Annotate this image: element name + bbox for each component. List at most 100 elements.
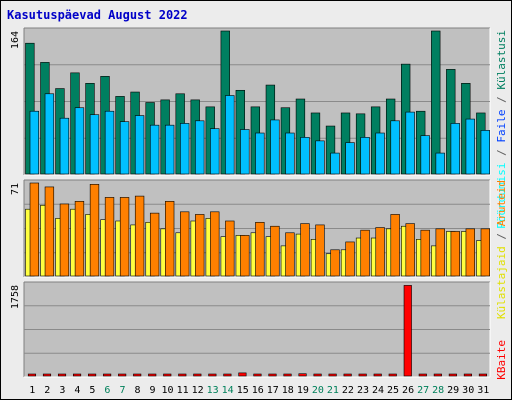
bar-kbaite-day-29 bbox=[448, 373, 457, 377]
bar-kbaite-day-30 bbox=[463, 373, 472, 377]
bar-kbaite-day-4 bbox=[73, 373, 82, 377]
day-label-12: 12 bbox=[192, 385, 204, 396]
bar-kbaite-day-14 bbox=[223, 373, 232, 377]
bar-aruanded-day-1 bbox=[29, 182, 40, 277]
day-label-23: 23 bbox=[357, 385, 369, 396]
ytick-label-mid: 71 bbox=[10, 183, 21, 195]
bar-kbaite-day-24 bbox=[373, 373, 382, 377]
day-label-13: 13 bbox=[207, 385, 219, 396]
bar-aruanded-day-10 bbox=[165, 201, 175, 277]
bar-kbaite-day-31 bbox=[478, 373, 487, 377]
bar-kbaite-day-9 bbox=[148, 373, 157, 377]
bar-aruanded-day-13 bbox=[210, 211, 220, 277]
legend-separator: / bbox=[495, 143, 508, 163]
bar-kbaite-day-26 bbox=[403, 285, 412, 377]
legend-failid: Faile bbox=[495, 109, 508, 142]
bar-failid-day-14 bbox=[225, 95, 235, 175]
day-label-3: 3 bbox=[59, 385, 65, 396]
bar-failid-day-20 bbox=[315, 140, 325, 175]
legend-separator: / bbox=[495, 90, 508, 110]
bar-failid-day-26 bbox=[405, 111, 415, 175]
bar-kbaite-day-20 bbox=[313, 373, 322, 377]
bar-kbaite-day-11 bbox=[178, 373, 187, 377]
bar-aruanded-day-17 bbox=[270, 225, 280, 277]
bar-kbaite-day-12 bbox=[193, 373, 202, 377]
bar-kbaite-day-6 bbox=[103, 373, 112, 377]
bar-aruanded-day-9 bbox=[149, 212, 160, 277]
day-label-19: 19 bbox=[297, 385, 309, 396]
bar-kbaite-day-22 bbox=[343, 373, 352, 377]
bar-failid-day-29 bbox=[450, 123, 460, 175]
day-label-31: 31 bbox=[477, 385, 489, 396]
bar-kbaite-day-27 bbox=[418, 373, 427, 377]
day-label-27: 27 bbox=[417, 385, 429, 396]
ytick-label-bot: 1758 bbox=[10, 285, 21, 309]
bar-aruanded-day-16 bbox=[255, 221, 265, 277]
bar-failid-day-28 bbox=[435, 152, 445, 175]
day-label-11: 11 bbox=[177, 385, 189, 396]
bar-kbaite-day-18 bbox=[283, 373, 292, 377]
chart-title: Kasutuspäevad August 2022 bbox=[7, 8, 188, 22]
bar-aruanded-day-4 bbox=[74, 201, 85, 277]
bar-failid-day-24 bbox=[375, 132, 385, 175]
bar-aruanded-day-19 bbox=[300, 223, 310, 277]
legend-top: Pöördumisi / Faile / Külastusi bbox=[495, 30, 508, 229]
day-label-16: 16 bbox=[252, 385, 264, 396]
bar-aruanded-day-31 bbox=[480, 228, 490, 277]
bar-failid-day-23 bbox=[360, 137, 370, 175]
bar-failid-day-11 bbox=[180, 123, 190, 175]
bar-failid-day-4 bbox=[74, 107, 85, 175]
bar-kbaite-day-2 bbox=[42, 373, 52, 377]
bar-kbaite-day-15 bbox=[238, 372, 247, 377]
bar-failid-day-30 bbox=[465, 118, 475, 175]
day-label-17: 17 bbox=[267, 385, 279, 396]
bar-failid-day-25 bbox=[390, 120, 400, 175]
day-label-1: 1 bbox=[29, 385, 35, 396]
bar-kbaite-day-16 bbox=[253, 373, 262, 377]
bar-kbaite-day-21 bbox=[328, 373, 337, 377]
day-label-6: 6 bbox=[104, 385, 110, 396]
bar-failid-day-5 bbox=[89, 114, 100, 175]
bar-aruanded-day-7 bbox=[119, 197, 130, 277]
bar-failid-day-6 bbox=[104, 110, 115, 175]
bar-failid-day-9 bbox=[149, 124, 160, 175]
bar-aruanded-day-21 bbox=[330, 249, 340, 277]
legend-kulastused: Külastusi bbox=[495, 30, 508, 90]
bar-failid-day-12 bbox=[195, 120, 205, 175]
bar-kbaite-day-23 bbox=[358, 373, 367, 377]
bar-failid-day-27 bbox=[420, 135, 430, 175]
day-label-30: 30 bbox=[462, 385, 474, 396]
bar-failid-day-17 bbox=[270, 119, 280, 175]
bar-kbaite-day-10 bbox=[163, 373, 172, 377]
bar-aruanded-day-23 bbox=[360, 229, 370, 277]
legend-separator: / bbox=[495, 226, 508, 246]
day-label-24: 24 bbox=[372, 385, 384, 396]
bar-aruanded-day-26 bbox=[405, 223, 415, 277]
bar-aruanded-day-15 bbox=[240, 235, 250, 277]
bar-kbaite-day-25 bbox=[388, 373, 397, 377]
bar-failid-day-31 bbox=[480, 130, 490, 175]
day-label-5: 5 bbox=[89, 385, 95, 396]
bar-aruanded-day-22 bbox=[345, 241, 355, 277]
bar-aruanded-day-29 bbox=[450, 231, 460, 277]
legend-bot: KBaite bbox=[495, 340, 508, 380]
bar-kbaite-day-8 bbox=[133, 373, 142, 377]
day-label-4: 4 bbox=[74, 385, 80, 396]
bar-aruanded-day-11 bbox=[180, 211, 190, 277]
bar-failid-day-21 bbox=[330, 152, 340, 175]
bar-kbaite-day-19 bbox=[298, 373, 307, 377]
bar-failid-day-7 bbox=[119, 121, 130, 175]
bar-failid-day-19 bbox=[300, 137, 310, 175]
bar-kbaite-day-13 bbox=[208, 373, 217, 377]
bar-failid-day-16 bbox=[255, 132, 265, 175]
bar-aruanded-day-18 bbox=[285, 232, 295, 277]
day-label-18: 18 bbox=[282, 385, 294, 396]
legend-mid: Külastajaid / Aruteid bbox=[495, 180, 508, 319]
bar-failid-day-15 bbox=[240, 129, 250, 175]
day-label-26: 26 bbox=[402, 385, 414, 396]
day-label-10: 10 bbox=[162, 385, 174, 396]
bar-kbaite-day-5 bbox=[88, 373, 97, 377]
bar-aruanded-day-24 bbox=[375, 227, 385, 277]
bar-aruanded-day-27 bbox=[420, 229, 430, 277]
